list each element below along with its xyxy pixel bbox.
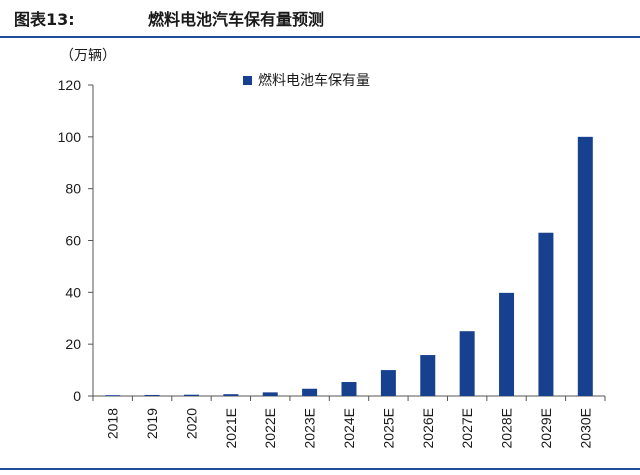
- bar-2023E: [302, 388, 318, 396]
- bar-2028E: [499, 292, 515, 396]
- y-tick-label: 60: [65, 233, 81, 249]
- figure-label: 图表13:: [14, 10, 75, 29]
- bar-2027E: [459, 331, 475, 396]
- bar-2026E: [420, 355, 436, 396]
- bar-2018: [105, 395, 121, 396]
- y-tick-label: 120: [58, 77, 82, 93]
- axes: [92, 85, 605, 397]
- bar-2024E: [341, 382, 357, 396]
- legend: 燃料电池车保有量: [243, 72, 370, 89]
- x-tick-label-2024E: 2024E: [341, 408, 357, 448]
- bar-2020: [183, 394, 199, 396]
- x-tick-label-2022E: 2022E: [262, 408, 278, 448]
- bar-2021E: [223, 394, 239, 396]
- y-tick-label: 80: [65, 181, 81, 197]
- y-tick-label: 20: [65, 336, 81, 352]
- bar-2025E: [380, 370, 396, 396]
- legend-swatch: [243, 76, 252, 85]
- x-tick-label-2030E: 2030E: [577, 408, 593, 448]
- x-tick-label-2021E: 2021E: [223, 408, 239, 448]
- bar-2022E: [262, 392, 278, 396]
- y-unit-label: （万辆）: [60, 48, 116, 64]
- bar-2030E: [577, 136, 593, 396]
- figure-title: 燃料电池汽车保有量预测: [148, 10, 325, 29]
- x-tick-label-2023E: 2023E: [302, 408, 318, 448]
- x-tick-label-2027E: 2027E: [459, 408, 475, 448]
- x-tick-label-2028E: 2028E: [499, 408, 515, 448]
- x-tick-label-2025E: 2025E: [380, 408, 396, 448]
- figure-header: 图表13: 燃料电池汽车保有量预测: [0, 0, 640, 38]
- y-ticks: 0 20 40 60 80 100 120: [58, 77, 93, 404]
- x-tick-label-2020: 2020: [183, 408, 199, 439]
- y-tick-label: 100: [58, 129, 82, 145]
- x-ticks: 2018 2019 2020 2021E 2022E 2023E 2024E 2025E 202…: [92, 396, 606, 448]
- y-tick-label: 0: [73, 388, 81, 404]
- footer-divider: [0, 468, 640, 470]
- y-tick-label: 40: [65, 284, 81, 300]
- bars: [105, 136, 593, 396]
- x-tick-label-2026E: 2026E: [420, 408, 436, 448]
- legend-label: 燃料电池车保有量: [258, 72, 370, 89]
- bar-2029E: [538, 232, 554, 396]
- x-tick-label-2029E: 2029E: [538, 408, 554, 448]
- bar-2019: [144, 394, 160, 396]
- x-tick-label-2018: 2018: [105, 408, 121, 439]
- x-tick-label-2019: 2019: [144, 408, 160, 439]
